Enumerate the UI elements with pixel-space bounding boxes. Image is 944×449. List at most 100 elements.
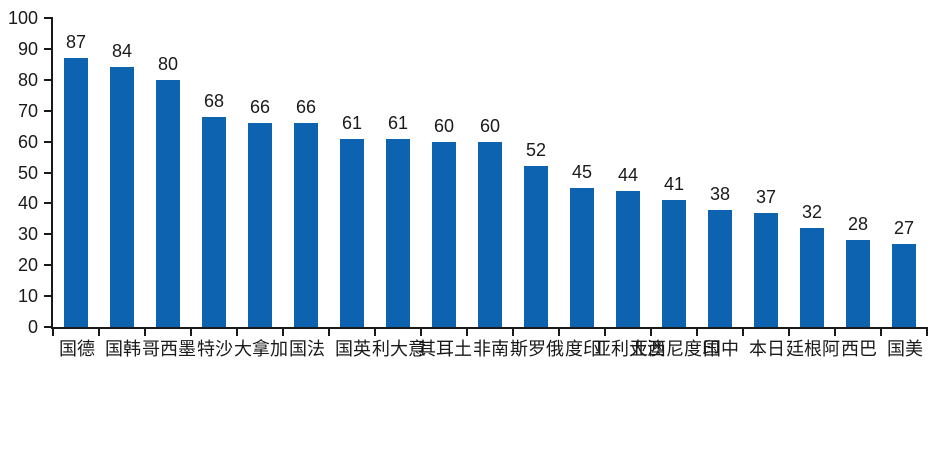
bar-value-label: 32 — [801, 202, 823, 223]
bar-value-label: 60 — [433, 115, 455, 136]
y-axis-tick — [44, 47, 53, 50]
x-axis-category-label: 加拿大 — [232, 339, 288, 360]
bar-value-label: 66 — [295, 97, 317, 118]
y-axis-tick-label: 80 — [17, 69, 38, 90]
bar-slot: 32 阿根廷 — [784, 18, 840, 360]
bar-slot: 60 南非 — [467, 18, 513, 360]
bar-中国 — [708, 209, 732, 327]
bar-value-label: 66 — [249, 97, 271, 118]
x-axis-category-label: 法国 — [287, 339, 325, 360]
x-axis-tick — [650, 327, 652, 336]
x-axis-category-label: 印度尼西亚 — [628, 339, 720, 360]
y-axis-tick — [44, 109, 53, 112]
x-axis-category-label: 阿根廷 — [784, 339, 840, 360]
x-axis-tick — [420, 327, 422, 336]
x-axis-tick — [190, 327, 192, 336]
x-axis-tick — [236, 327, 238, 336]
bar-slot: 66 加拿大 — [232, 18, 288, 360]
bar-slot: 68 沙特 — [191, 18, 237, 360]
bar-澳大利亚 — [616, 191, 640, 327]
bar-日本 — [754, 212, 778, 327]
bar-value-label: 60 — [479, 115, 501, 136]
y-axis-tick-label: 0 — [27, 317, 38, 337]
bar-value-label: 52 — [525, 140, 547, 161]
bar-美国 — [892, 243, 916, 327]
x-axis-tick — [52, 327, 54, 336]
y-axis-tick-label: 90 — [17, 38, 38, 59]
bar-意大利 — [386, 138, 410, 327]
x-axis-category-label: 澳大利亚 — [591, 339, 665, 360]
bar-俄罗斯 — [524, 166, 548, 327]
y-axis-tick-label: 30 — [17, 224, 38, 245]
bar-法国 — [294, 123, 318, 327]
bar-value-label: 61 — [341, 112, 363, 133]
x-axis-category-label: 墨西哥 — [140, 339, 196, 360]
x-axis-tick — [696, 327, 698, 336]
bar-土耳其 — [432, 141, 456, 327]
x-axis-tick — [834, 327, 836, 336]
bar-阿根廷 — [800, 228, 824, 327]
x-axis-tick — [926, 327, 928, 336]
bar-value-label: 41 — [663, 174, 685, 195]
y-axis-tick — [44, 202, 53, 205]
y-axis-tick-label: 60 — [17, 131, 38, 152]
y-axis-tick — [44, 140, 53, 143]
bar-slot: 38 中国 — [697, 18, 743, 360]
x-axis-category-label: 美国 — [885, 339, 923, 360]
bar-slot: 45 印度 — [559, 18, 605, 360]
x-axis-category-label: 意大利 — [370, 339, 426, 360]
bar-slot: 66 法国 — [283, 18, 329, 360]
y-axis-tick — [44, 171, 53, 174]
plot-area: 0 10 20 30 40 50 60 70 80 90 100 87 德国 84 韩国 80 墨西哥 68 沙特 6… — [8, 9, 928, 360]
bar-巴西 — [846, 240, 870, 327]
x-axis-tick — [282, 327, 284, 336]
bar-value-label: 45 — [571, 161, 593, 182]
x-axis-category-label: 南非 — [471, 339, 509, 360]
bar-韩国 — [110, 67, 134, 327]
x-axis-tick — [742, 327, 744, 336]
bar-slot: 28 巴西 — [835, 18, 881, 360]
y-axis-tick-label: 100 — [7, 8, 38, 28]
bar-slot: 60 土耳其 — [416, 18, 472, 360]
y-axis-tick — [44, 295, 53, 298]
bar-value-label: 44 — [617, 165, 639, 186]
x-axis-tick — [604, 327, 606, 336]
y-axis-tick-label: 20 — [17, 255, 38, 276]
bar-value-label: 28 — [847, 214, 869, 235]
bar-slot: 61 意大利 — [370, 18, 426, 360]
bar-value-label: 87 — [65, 32, 87, 53]
y-axis-tick-label: 40 — [17, 193, 38, 214]
bar-value-label: 68 — [203, 90, 225, 111]
bar-slot: 61 英国 — [329, 18, 375, 360]
bar-value-label: 84 — [111, 41, 133, 62]
x-axis-category-label: 中国 — [701, 339, 739, 360]
bar-slot: 37 日本 — [743, 18, 789, 360]
bar-value-label: 37 — [755, 186, 777, 207]
bar-沙特 — [202, 116, 226, 327]
x-axis-category-label: 德国 — [57, 339, 95, 360]
y-axis-tick-label: 50 — [17, 162, 38, 183]
bar-南非 — [478, 141, 502, 327]
y-axis-tick-label: 10 — [17, 286, 38, 307]
x-axis-tick — [558, 327, 560, 336]
bar-slot: 52 俄罗斯 — [508, 18, 564, 360]
y-axis-tick — [44, 78, 53, 81]
bar-德国 — [64, 58, 88, 327]
x-axis-category-label: 俄罗斯 — [508, 339, 564, 360]
x-axis-tick — [144, 327, 146, 336]
x-axis-category-label: 韩国 — [103, 339, 141, 360]
x-axis-tick — [98, 327, 100, 336]
bar-value-label: 61 — [387, 112, 409, 133]
y-axis-tick-label: 70 — [17, 100, 38, 121]
bar-slot: 84 韩国 — [99, 18, 145, 360]
bar-value-label: 38 — [709, 183, 731, 204]
bar-英国 — [340, 138, 364, 327]
y-axis-tick — [44, 233, 53, 236]
y-axis-tick — [44, 326, 53, 328]
bar-墨西哥 — [156, 79, 180, 327]
bar-slot: 87 德国 — [53, 18, 99, 360]
bar-印度尼西亚 — [662, 200, 686, 327]
bar-value-label: 80 — [157, 53, 179, 74]
x-axis-tick — [788, 327, 790, 336]
